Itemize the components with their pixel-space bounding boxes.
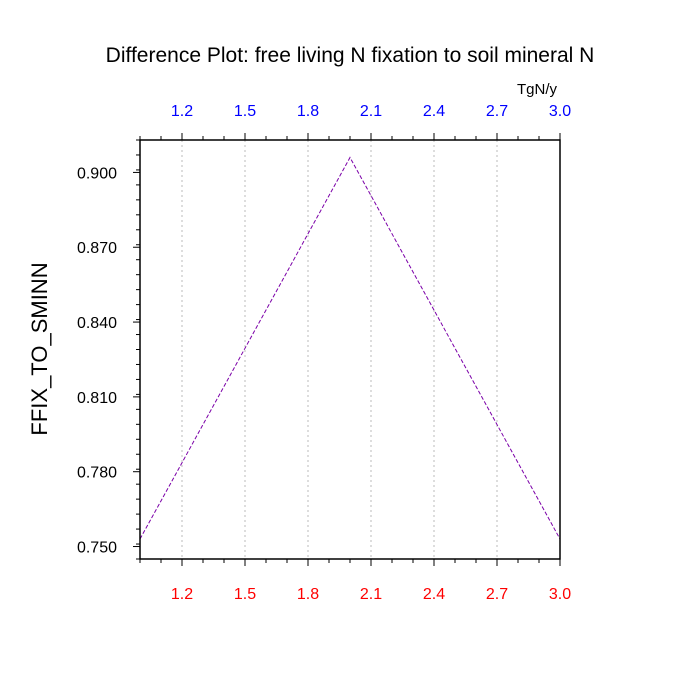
x-tick-label-top: 1.2 xyxy=(171,103,193,120)
x-tick-label-top: 2.4 xyxy=(423,103,445,120)
tick-labels: 1.2 1.2 1.5 1.5 1.8 1.8 2.1 2.1 2.4 2.4 2.7 2.7 3.0 3… xyxy=(77,103,571,603)
x-tick-label-bottom: 1.8 xyxy=(297,586,319,603)
x-tick-label-bottom: 1.5 xyxy=(234,586,256,603)
x-tick-label-bottom: 3.0 xyxy=(549,586,571,603)
y-tick-label: 0.870 xyxy=(77,240,117,257)
x-tick-label-top: 2.7 xyxy=(486,103,508,120)
top-axis-units: TgN/y xyxy=(517,81,558,98)
x-tick-label-top: 3.0 xyxy=(549,103,571,120)
x-tick-label-bottom: 2.4 xyxy=(423,586,445,603)
chart-title: Difference Plot: free living N fixation … xyxy=(106,44,595,67)
x-tick-label-bottom: 2.7 xyxy=(486,586,508,603)
y-axis-label: FFIX_TO_SMINN xyxy=(27,262,52,435)
y-tick-label: 0.750 xyxy=(77,540,117,557)
series-line xyxy=(139,156,561,540)
x-tick-label-top: 1.8 xyxy=(297,103,319,120)
ticks xyxy=(133,133,561,566)
y-tick-label: 0.840 xyxy=(77,315,117,332)
x-tick-label-top: 1.5 xyxy=(234,103,256,120)
y-tick-label: 0.780 xyxy=(77,465,117,482)
y-tick-label: 0.810 xyxy=(77,390,117,407)
x-tick-label-bottom: 2.1 xyxy=(360,586,382,603)
grid xyxy=(181,140,498,559)
x-tick-label-bottom: 1.2 xyxy=(171,586,193,603)
x-tick-label-top: 2.1 xyxy=(360,103,382,120)
y-tick-label: 0.900 xyxy=(77,165,117,182)
series-layer xyxy=(139,156,561,540)
